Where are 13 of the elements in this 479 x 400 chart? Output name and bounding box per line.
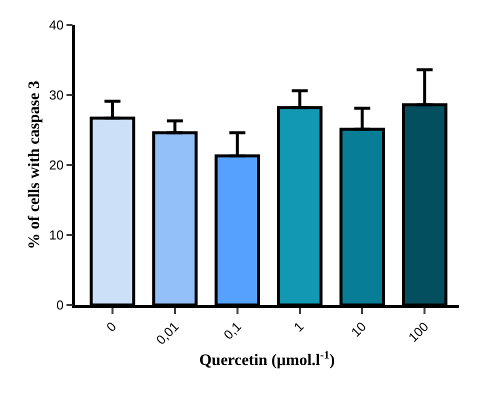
x-tick-label: 0 xyxy=(103,318,120,335)
y-tick-label: 10 xyxy=(49,228,64,243)
y-tick-label: 0 xyxy=(56,298,64,313)
y-tick-label: 30 xyxy=(49,88,64,103)
y-tick-label: 40 xyxy=(49,18,64,33)
y-tick-label: 20 xyxy=(49,158,64,173)
y-axis-title: % of cells with caspase 3 xyxy=(26,80,44,250)
x-tick-label: 0,1 xyxy=(220,318,244,342)
x-tick-label: 0,01 xyxy=(153,318,182,348)
x-axis-title: Quercetin (µmol.l$^{-1}$) xyxy=(199,349,335,370)
x-tick-label: 100 xyxy=(405,318,432,345)
x-tick-label: 10 xyxy=(348,318,369,340)
x-tick-label: 1 xyxy=(290,318,306,335)
